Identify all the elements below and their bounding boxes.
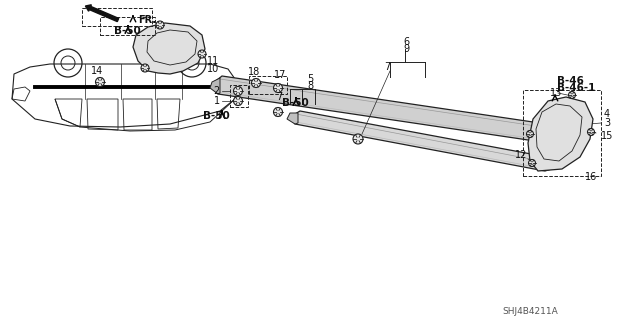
Text: 11: 11	[207, 56, 219, 66]
Text: 4: 4	[604, 109, 610, 119]
Text: 1: 1	[214, 96, 220, 106]
Circle shape	[273, 84, 282, 93]
Text: 9: 9	[403, 44, 409, 54]
Text: 13: 13	[550, 88, 562, 98]
Text: 7: 7	[276, 92, 282, 102]
Polygon shape	[210, 78, 220, 94]
Circle shape	[234, 97, 243, 106]
Circle shape	[529, 160, 536, 167]
Text: 15: 15	[601, 131, 613, 141]
Text: 8: 8	[307, 81, 313, 91]
Text: 5: 5	[307, 74, 313, 84]
Circle shape	[234, 86, 243, 95]
Text: 10: 10	[207, 64, 219, 74]
Circle shape	[156, 21, 164, 29]
FancyArrow shape	[85, 5, 118, 22]
Polygon shape	[528, 97, 593, 171]
Text: 18: 18	[248, 67, 260, 77]
Circle shape	[568, 92, 575, 99]
Polygon shape	[212, 76, 560, 144]
Circle shape	[198, 50, 206, 58]
Circle shape	[95, 78, 104, 86]
Polygon shape	[133, 23, 205, 74]
Circle shape	[353, 134, 363, 144]
Polygon shape	[555, 126, 560, 144]
Circle shape	[273, 108, 282, 116]
Text: B-50: B-50	[203, 111, 229, 121]
Text: SHJ4B4211A: SHJ4B4211A	[502, 307, 558, 315]
Polygon shape	[287, 113, 298, 124]
Text: 14: 14	[91, 66, 103, 76]
Text: B-50: B-50	[282, 98, 308, 108]
Circle shape	[141, 64, 149, 72]
Polygon shape	[290, 111, 558, 171]
Text: 6: 6	[403, 37, 409, 47]
Circle shape	[588, 129, 595, 136]
Text: 17: 17	[274, 70, 286, 80]
Circle shape	[252, 78, 260, 87]
Text: B-46-1: B-46-1	[557, 83, 595, 93]
Text: FR.: FR.	[138, 15, 156, 25]
Text: B-46: B-46	[557, 76, 584, 86]
Text: 3: 3	[604, 118, 610, 128]
Text: 16: 16	[585, 172, 597, 182]
Text: 2: 2	[214, 86, 220, 96]
Circle shape	[527, 130, 534, 137]
Text: 12: 12	[515, 150, 527, 160]
Text: B-50: B-50	[114, 26, 140, 36]
Text: 7: 7	[384, 62, 390, 72]
